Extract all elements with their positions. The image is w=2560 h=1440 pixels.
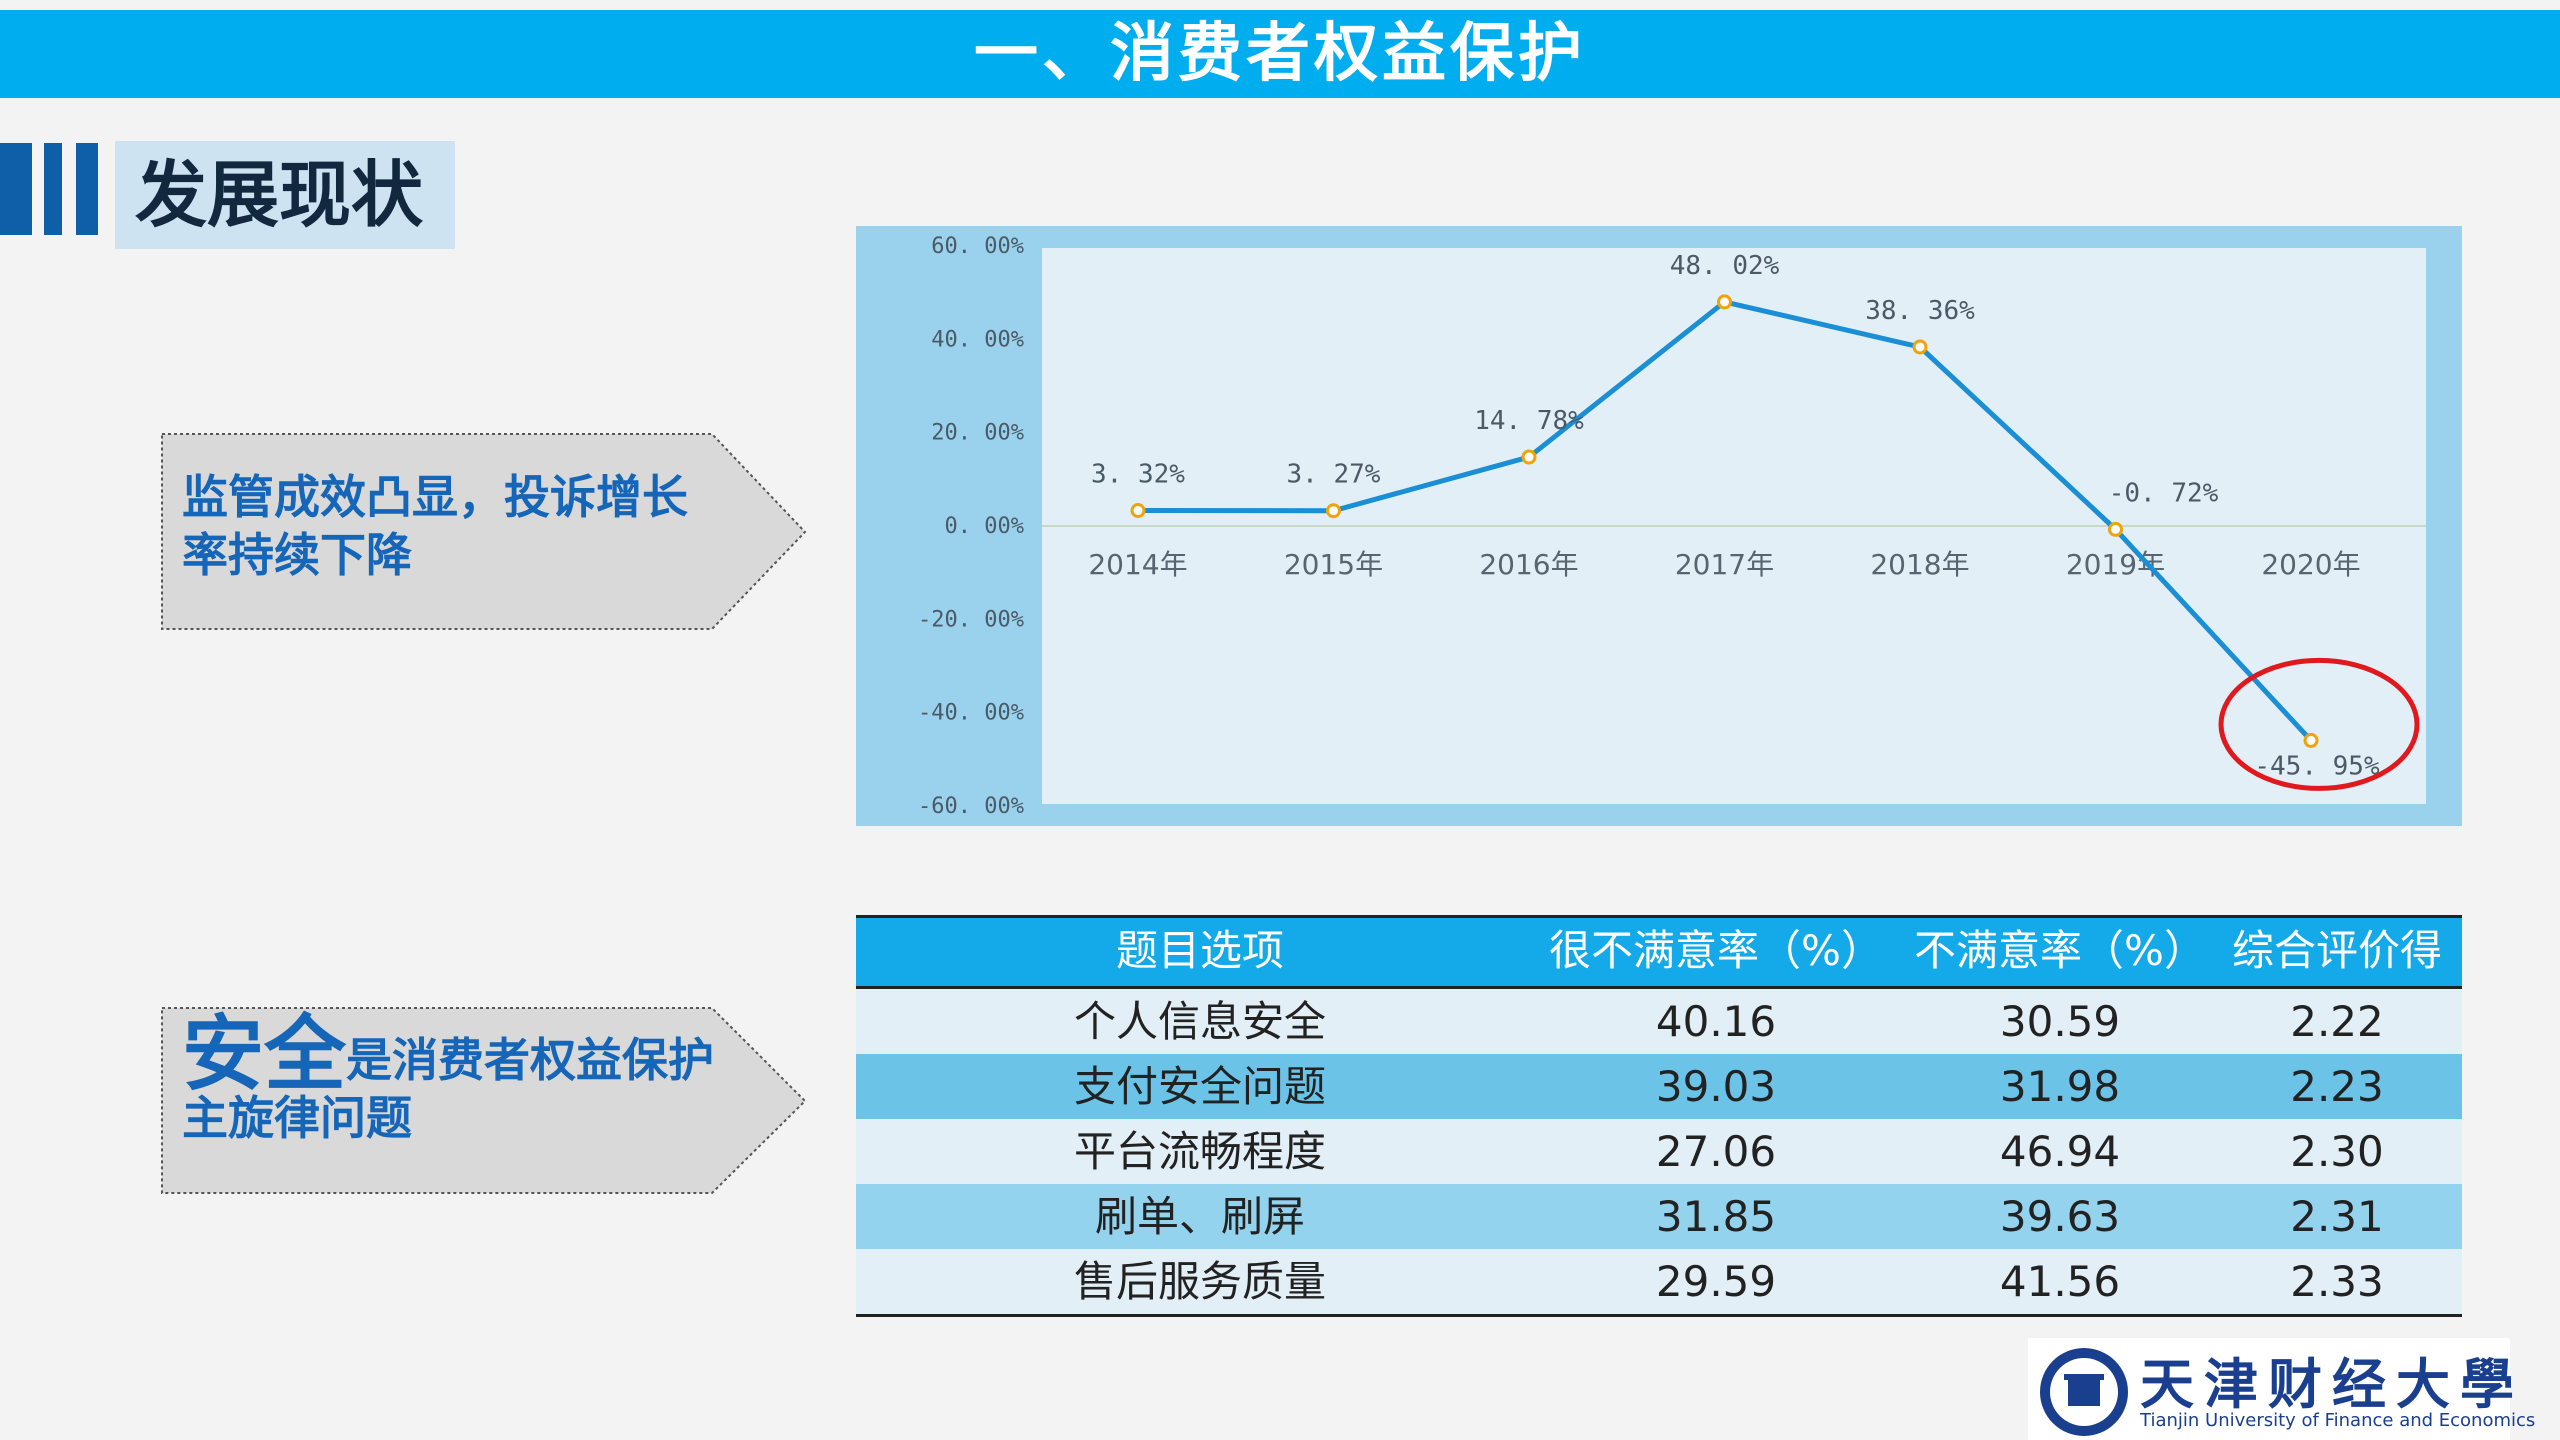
- table-header-cell: 综合评价得分: [2231, 926, 2442, 1041]
- table-cell: 39.63: [1999, 1192, 2121, 1241]
- table-cell: 2.33: [2290, 1257, 2384, 1306]
- title-bar: 一、消费者权益保护: [0, 10, 2560, 98]
- y-tick-label: 60. 00%: [931, 234, 1024, 259]
- callout-regulation-line2: 率持续下降: [182, 528, 412, 582]
- survey-table: 题目选项 很不满意率（%） 不满意率（%） 综合评价得分个人信息安全 40.16 30.5…: [856, 915, 2462, 1317]
- data-label: -45. 95%: [2254, 751, 2380, 781]
- x-category-label: 2020年: [2261, 548, 2360, 581]
- callout-regulation-text: 监管成效凸显，投诉增长 率持续下降: [182, 468, 742, 584]
- table-row: 售后服务质量 29.59 41.56 2.33: [856, 1249, 2462, 1317]
- callout-security: 安全是消费者权益保护 主旋律问题: [160, 1006, 810, 1196]
- callout-arrow-shape: [161, 1007, 807, 1194]
- table-cell: 39.03: [1655, 1062, 1777, 1111]
- table-cell: 29.59: [1655, 1257, 1777, 1306]
- data-label: 38. 36%: [1865, 296, 1975, 326]
- highlight-circle: [2218, 657, 2420, 791]
- table-row: 个人信息安全 40.16 30.59 2.22: [856, 989, 2462, 1054]
- data-label: 48. 02%: [1670, 251, 1780, 281]
- line-chart-svg: 60. 00% 40. 00% 20. 00% 0. 00% -20. 00% -40. …: [856, 226, 2462, 826]
- data-point: [2108, 521, 2123, 537]
- table-cell: 27.06: [1655, 1127, 1777, 1176]
- data-point: [1717, 294, 1732, 310]
- table-header-cell: 很不满意率（%）: [1549, 926, 1883, 975]
- table-row: 刷单、刷屏 31.85 39.63 2.31: [856, 1184, 2462, 1249]
- logo-name-en: Tianjin University of Finance and Econom…: [2140, 1410, 2536, 1431]
- table-cell: 个人信息安全: [1073, 997, 1326, 1046]
- university-logo: 天津财经大學 Tianjin University of Finance and…: [2028, 1338, 2535, 1440]
- table-cell: 2.30: [2290, 1127, 2384, 1176]
- data-label: 14. 78%: [1474, 406, 1584, 436]
- data-label: 3. 32%: [1091, 460, 1185, 490]
- section-heading-box: 发展现状: [115, 141, 455, 249]
- table-cell: 刷单、刷屏: [1094, 1192, 1305, 1241]
- table-cell: 2.22: [2290, 997, 2384, 1046]
- y-tick-label: -20. 00%: [918, 607, 1024, 632]
- y-tick-label: 0. 00%: [945, 514, 1024, 539]
- callout-security-line1: 安全是消费者权益保护: [182, 1014, 742, 1096]
- line-chart: 60. 00% 40. 00% 20. 00% 0. 00% -20. 00% -40. …: [856, 226, 2462, 826]
- data-point: [2303, 732, 2319, 748]
- table-header-row: 题目选项 很不满意率（%） 不满意率（%） 综合评价得分: [856, 915, 2462, 1041]
- x-category-label: 2016年: [1479, 548, 1578, 581]
- table-header-cell: 不满意率（%）: [1914, 926, 2206, 975]
- y-tick-label: 20. 00%: [931, 421, 1024, 446]
- section-title: 发展现状: [135, 153, 424, 237]
- university-emblem-icon: [2040, 1348, 2128, 1436]
- table-cell: 2.23: [2290, 1062, 2384, 1111]
- y-tick-label: 40. 00%: [931, 327, 1024, 352]
- logo-name-cn: 天津财经大學: [2140, 1352, 2524, 1416]
- data-point: [1521, 449, 1537, 465]
- table-cell: 31.85: [1655, 1192, 1777, 1241]
- callout-security-line2: 主旋律问题: [182, 1091, 412, 1145]
- y-tick-label: -40. 00%: [918, 701, 1024, 726]
- table-cell: 41.56: [1999, 1257, 2121, 1306]
- table-cell: 平台流畅程度: [1073, 1127, 1326, 1176]
- x-category-label: 2015年: [1284, 548, 1383, 581]
- data-point: [1130, 503, 1146, 519]
- table-cell: 46.94: [1999, 1127, 2121, 1176]
- data-point: [1912, 339, 1928, 355]
- table-cell: 支付安全问题: [1073, 1062, 1326, 1111]
- table-cell: 售后服务质量: [1073, 1257, 1326, 1306]
- callout-regulation: 监管成效凸显，投诉增长 率持续下降: [160, 432, 810, 632]
- data-label: 3. 27%: [1287, 460, 1381, 490]
- callout-arrow-shape: [161, 433, 807, 630]
- x-category-label: 2018年: [1870, 548, 1969, 581]
- data-point: [1326, 503, 1341, 519]
- callout-regulation-line1: 监管成效凸显，投诉增长: [182, 470, 688, 524]
- callout-security-text: 安全是消费者权益保护 主旋律问题: [182, 1014, 742, 1147]
- table-row: 平台流畅程度 27.06 46.94 2.30: [856, 1119, 2462, 1184]
- callout-security-rest: 是消费者权益保护: [346, 1033, 715, 1087]
- x-category-label: 2017年: [1675, 548, 1774, 581]
- page-title: 一、消费者权益保护: [974, 17, 1586, 91]
- callout-emphasis: 安全: [182, 1007, 347, 1102]
- table-row: 支付安全问题 39.03 31.98 2.23: [856, 1054, 2462, 1119]
- table-cell: 40.16: [1655, 997, 1777, 1046]
- table-cell: 2.31: [2290, 1192, 2384, 1241]
- x-category-label: 2014年: [1088, 548, 1187, 581]
- table-header-cell: 题目选项: [1115, 926, 1284, 975]
- table-cell: 31.98: [1999, 1062, 2121, 1111]
- y-tick-label: -60. 00%: [918, 794, 1024, 819]
- table-cell: 30.59: [1999, 997, 2121, 1046]
- data-label: -0. 72%: [2109, 478, 2219, 508]
